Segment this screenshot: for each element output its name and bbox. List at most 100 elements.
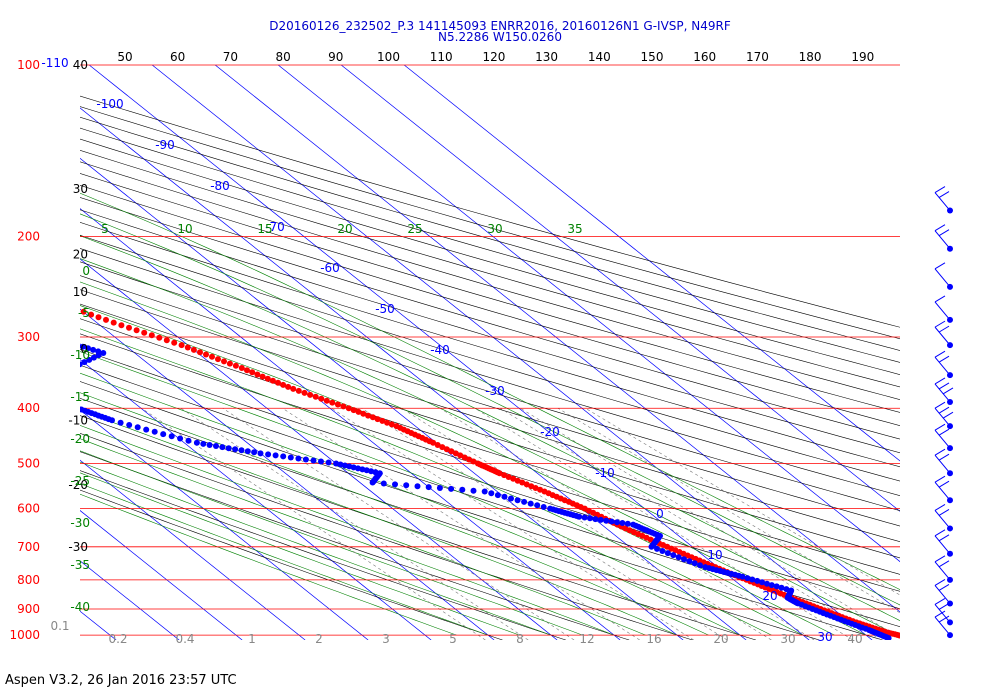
dewpoint-point [70,341,76,347]
dewpoint-point [48,389,54,395]
wind-barb-flag [934,504,946,511]
temperature-point [42,295,48,301]
mixing-ratio-label: 20 [713,632,728,646]
temperature-point [254,371,261,378]
temperature-point [290,385,297,392]
dewpoint-point [488,490,495,497]
mixing-ratio-label: 1 [248,632,256,646]
pressure-label: 500 [17,456,40,470]
dewpoint-point [603,517,610,524]
wind-barb-flag [934,529,946,537]
top-axis-label: 110 [430,50,453,64]
wind-barb-staff [934,454,951,474]
temperature-point [374,416,381,423]
mixing-ratio-label: 16 [646,632,661,646]
temperature-point [295,387,302,394]
wind-barbs [934,186,954,639]
wind-barb-flag [938,325,950,333]
dewpoint-point [436,485,443,491]
temperature-point [232,362,239,369]
temperature-point [434,442,441,448]
isotherm-line [80,510,243,640]
top-axis-label: 80 [275,50,290,64]
dry-adiabat-label: -10 [68,413,88,427]
dewpoint-point [232,446,239,453]
mixing-ratio-label: 5 [449,632,457,646]
dewpoint-point [59,337,65,343]
temperature-point [461,454,468,461]
wind-barb-staff [934,561,951,581]
isotherm-label: -30 [485,384,505,398]
temperature-point [12,284,18,290]
temperature-point [27,289,33,295]
temperature-point [184,344,191,351]
mixing-ratio-label: 40 [847,632,862,646]
wind-barb-staff [934,268,951,288]
dewpoint-point [54,336,60,342]
temperature-point [244,367,250,374]
dry-adiabat-line [80,138,900,375]
top-axis-label: 70 [223,50,238,64]
temperature-point [58,301,64,307]
dry-adiabat-label: 30 [73,182,88,196]
temperature-point [510,475,517,482]
dry-adiabat-line [80,127,900,363]
temperature-point [215,356,221,363]
dewpoint-point [675,554,682,561]
moist-adiabat-side-label: -10 [70,348,90,362]
dry-adiabat-line [80,397,820,640]
isotherm-label: -70 [265,220,285,234]
wind-barb-flag [934,555,946,563]
wind-barb-staff [934,407,951,427]
isotherm-line [151,65,873,640]
wind-barb-flag [934,262,946,270]
footer-software-label: Aspen V3.2, 26 Jan 2016 23:57 UTC [5,673,237,688]
temperature-point [65,303,71,309]
dewpoint-point [521,498,528,505]
dry-adiabat-line [80,364,900,628]
temperature-point [148,332,155,339]
pressure-label: 300 [17,330,40,344]
dewpoint-point [624,520,631,527]
moist-adiabat-side-label: -25 [70,474,90,488]
top-axis-label: 170 [746,50,769,64]
wind-barb-flag [934,423,946,431]
dewpoint-point [759,579,766,586]
wind-barb-staff [934,616,951,636]
wind-barb-flag [938,406,950,414]
dry-adiabat-label: 40 [73,58,88,72]
mixing-ratio-line [282,407,640,640]
dry-adiabat-line [80,234,900,482]
mixing-ratio-line [180,407,529,640]
moist-adiabat-line [80,235,900,621]
isotherm-label: 20 [762,589,777,603]
temperature-point [35,292,41,298]
isotherm-label: 10 [707,548,722,562]
dry-adiabat-line [80,222,900,468]
top-axis-label: 160 [693,50,716,64]
dewpoint-point [15,317,21,323]
temperature-point [209,353,215,360]
dewpoint-point [100,350,107,356]
moist-adiabat-line [80,425,646,636]
dewpoint-point [90,354,97,361]
moist-adiabat-line [80,450,583,636]
temperature-point [318,395,325,402]
mixing-ratio-label: 0.1 [50,619,69,633]
moist-adiabat-label: 30 [487,222,502,236]
dewpoint-point [64,339,70,345]
isobar-lines [80,64,900,636]
wind-barb-staff [934,230,951,250]
dry-adiabat-line [80,381,883,640]
dewpoint-point [160,431,167,438]
top-axis-label: 180 [799,50,822,64]
wind-barb-staff [934,585,951,604]
mixing-ratio-label: 0.2 [108,632,127,646]
dewpoint-point [58,398,64,404]
pressure-label: 900 [17,602,40,616]
dewpoint-point [51,379,57,385]
dewpoint-point [272,452,279,459]
wind-barb-flag [942,411,954,419]
dewpoint-point [244,448,251,455]
mixing-ratio-line [439,407,815,640]
